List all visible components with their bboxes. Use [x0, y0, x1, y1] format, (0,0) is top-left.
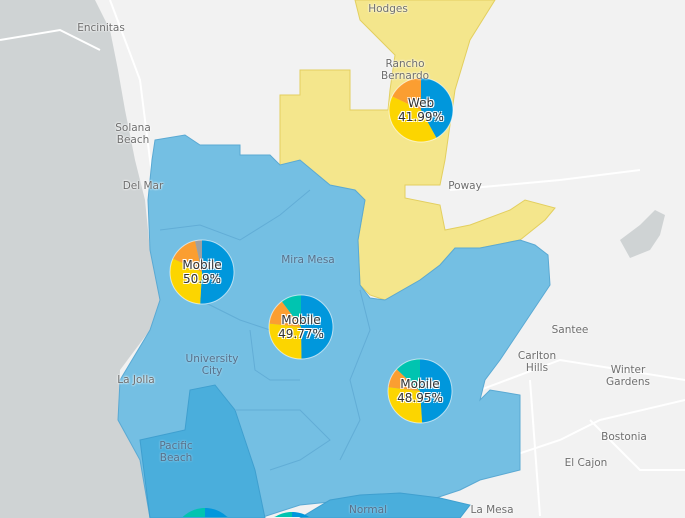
pie-chart[interactable] [387, 358, 453, 424]
pie-slice[interactable] [281, 295, 301, 327]
pie-slice[interactable] [195, 240, 202, 272]
pie-outline [169, 239, 235, 305]
pie-slice[interactable] [389, 96, 437, 142]
pie-slice[interactable] [269, 301, 301, 327]
pie-slice[interactable] [301, 295, 333, 359]
pie-slice[interactable] [205, 508, 237, 517]
pie-chart[interactable] [388, 77, 454, 143]
place-label: University City [185, 353, 239, 377]
pie-outline [388, 77, 454, 143]
place-label: Rancho Bernardo [380, 58, 430, 82]
place-label: Pacific Beach [159, 440, 193, 464]
region-mobile-dark-south[interactable] [299, 492, 471, 518]
pie-outline [268, 294, 334, 360]
place-label: La Mesa [470, 504, 514, 516]
pie-slice[interactable] [388, 369, 420, 391]
place-label: La Jolla [117, 374, 155, 386]
pie-slice[interactable] [392, 78, 421, 110]
place-label: Solana Beach [115, 122, 151, 146]
place-label: Mira Mesa [281, 254, 335, 266]
pie-slice[interactable] [200, 240, 234, 304]
place-label: Winter Gardens [606, 364, 650, 388]
place-label: Hodges [368, 3, 408, 15]
place-label: El Cajon [564, 457, 608, 469]
pie-outline [387, 358, 453, 424]
pie-chart[interactable] [173, 508, 237, 517]
lake [620, 210, 665, 258]
place-label: Carlton Hills [517, 350, 557, 374]
pie-slice[interactable] [174, 508, 205, 517]
pie-slice[interactable] [266, 512, 292, 517]
pie-slice[interactable] [396, 359, 420, 391]
place-label: Normal [349, 504, 387, 516]
place-label: Encinitas [77, 22, 125, 34]
region-boundaries [159, 189, 371, 471]
place-label: Del Mar [122, 180, 164, 192]
place-label: Santee [551, 324, 589, 336]
pie-slice[interactable] [292, 512, 324, 517]
pie-chart[interactable] [169, 239, 235, 305]
place-label: Bostonia [601, 431, 647, 443]
pie-chart[interactable] [260, 512, 324, 517]
place-label: Poway [448, 180, 482, 192]
pie-slice[interactable] [421, 78, 453, 139]
pie-slice[interactable] [420, 359, 452, 423]
region-mobile-dark[interactable] [139, 384, 266, 518]
pie-chart-layer [169, 77, 454, 517]
ocean [0, 0, 160, 518]
pie-slice[interactable] [388, 387, 423, 423]
pie-slice[interactable] [269, 323, 302, 359]
pie-chart[interactable] [268, 294, 334, 360]
